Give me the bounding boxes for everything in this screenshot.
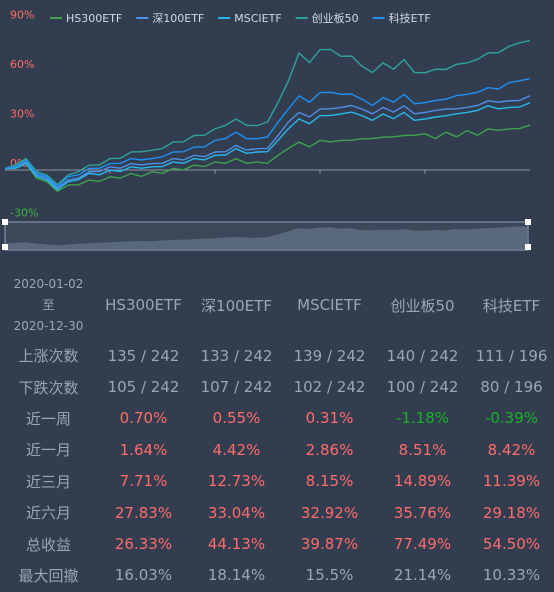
period-end: 2020-12-30 bbox=[13, 318, 84, 333]
stats-row: 上涨次数 135 / 242 133 / 242 139 / 242 140 / 242… bbox=[0, 340, 554, 371]
stat-value: 18.14% bbox=[207, 566, 266, 585]
zoom-handle-right-bottom[interactable] bbox=[525, 244, 531, 250]
stat-value: 15.5% bbox=[305, 566, 354, 585]
period-cell: 2020-01-02 至 2020-12-30 bbox=[0, 270, 97, 340]
y-axis-ticks: 90%60%30%0%-30% bbox=[10, 9, 38, 220]
period-start: 2020-01-02 bbox=[13, 276, 84, 291]
series-line bbox=[4, 124, 531, 193]
stat-value: 10.33% bbox=[482, 566, 541, 585]
y-tick-label: -30% bbox=[10, 207, 38, 220]
stat-value: 44.13% bbox=[207, 535, 266, 554]
stat-value: 21.14% bbox=[393, 566, 452, 585]
legend-item[interactable]: MSCIETF bbox=[218, 12, 282, 25]
row-label: 上涨次数 bbox=[18, 347, 79, 366]
stat-value: 135 / 242 bbox=[107, 346, 180, 365]
legend-label: MSCIETF bbox=[234, 12, 281, 25]
legend-item[interactable]: 科技ETF bbox=[372, 11, 431, 25]
chart-series-lines bbox=[4, 39, 531, 193]
stat-value: 8.42% bbox=[487, 440, 536, 459]
stat-value: 14.89% bbox=[393, 472, 452, 491]
row-label: 下跌次数 bbox=[18, 378, 79, 397]
stats-header-row: 2020-01-02 至 2020-12-30 HS300ETF 深100ETF… bbox=[0, 270, 554, 340]
stats-row: 总收益 26.33% 44.13% 39.87% 77.49% 54.50% bbox=[0, 528, 554, 559]
stat-value: 33.04% bbox=[207, 503, 266, 522]
stat-value: 26.33% bbox=[114, 535, 173, 554]
stat-value: 4.42% bbox=[212, 440, 261, 459]
legend-label: 深100ETF bbox=[152, 12, 204, 25]
stat-value: -0.39% bbox=[484, 409, 539, 428]
stat-value: -1.18% bbox=[395, 409, 450, 428]
stat-value: 0.55% bbox=[212, 409, 261, 428]
zoom-handle-left-top[interactable] bbox=[2, 219, 8, 225]
stat-value: 16.03% bbox=[114, 566, 173, 585]
column-header: MSCIETF bbox=[297, 296, 362, 314]
stat-value: 100 / 242 bbox=[386, 378, 459, 397]
row-label: 近一周 bbox=[25, 409, 71, 428]
column-header: 创业板50 bbox=[390, 296, 455, 315]
column-header: 科技ETF bbox=[482, 296, 541, 315]
stat-value: 80 / 196 bbox=[480, 378, 543, 397]
stat-value: 105 / 242 bbox=[107, 378, 180, 397]
stat-value: 35.76% bbox=[393, 503, 452, 522]
zoom-handle-left-bottom[interactable] bbox=[2, 244, 8, 250]
column-header: HS300ETF bbox=[105, 296, 182, 314]
stats-row: 近一周 0.70% 0.55% 0.31% -1.18% -0.39% bbox=[0, 403, 554, 434]
row-label: 近一月 bbox=[25, 441, 71, 460]
stat-value: 8.15% bbox=[305, 472, 354, 491]
stat-value: 54.50% bbox=[482, 535, 541, 554]
stat-value: 139 / 242 bbox=[293, 346, 366, 365]
stats-table: 2020-01-02 至 2020-12-30 HS300ETF 深100ETF… bbox=[0, 270, 554, 591]
stat-value: 11.39% bbox=[482, 472, 541, 491]
stat-value: 32.92% bbox=[300, 503, 359, 522]
stat-value: 0.31% bbox=[305, 409, 354, 428]
row-label: 最大回撤 bbox=[18, 566, 79, 585]
stat-value: 12.73% bbox=[207, 472, 266, 491]
stats-row: 下跌次数 105 / 242 107 / 242 102 / 242 100 / 242… bbox=[0, 371, 554, 402]
stat-value: 2.86% bbox=[305, 440, 354, 459]
zoom-slider[interactable] bbox=[2, 219, 531, 251]
zoom-handle-right-top[interactable] bbox=[525, 219, 531, 225]
series-line bbox=[4, 102, 531, 191]
stat-value: 39.87% bbox=[300, 535, 359, 554]
performance-line-chart: HS300ETF 深100ETF MSCIETF 创业板50 科技ETF 90% 60% 3… bbox=[2, 9, 531, 251]
stat-value: 77.49% bbox=[393, 535, 452, 554]
series-line bbox=[4, 39, 531, 186]
legend-item[interactable]: HS300ETF bbox=[50, 12, 122, 25]
stat-value: 102 / 242 bbox=[293, 378, 366, 397]
legend-item[interactable]: 创业板50 bbox=[295, 11, 359, 25]
row-label: 近三月 bbox=[25, 472, 71, 491]
chart-legend[interactable]: HS300ETF 深100ETF MSCIETF 创业板50 科技ETF bbox=[50, 11, 431, 25]
stats-row: 最大回撤 16.03% 18.14% 15.5% 21.14% 10.33% bbox=[0, 560, 554, 591]
stat-value: 1.64% bbox=[119, 440, 168, 459]
column-header: 深100ETF bbox=[201, 296, 272, 315]
stat-value: 0.70% bbox=[119, 409, 168, 428]
stats-row: 近一月 1.64% 4.42% 2.86% 8.51% 8.42% bbox=[0, 434, 554, 465]
stat-value: 29.18% bbox=[482, 503, 541, 522]
stat-value: 140 / 242 bbox=[386, 346, 459, 365]
legend-label: HS300ETF bbox=[66, 12, 122, 25]
stat-value: 27.83% bbox=[114, 503, 173, 522]
y-tick-label: 60% bbox=[10, 58, 34, 71]
stats-row: 近六月 27.83% 33.04% 32.92% 35.76% 29.18% bbox=[0, 497, 554, 528]
stat-value: 111 / 196 bbox=[475, 346, 548, 365]
y-tick-label: 30% bbox=[10, 108, 34, 121]
y-tick-label: 90% bbox=[10, 9, 34, 22]
series-line bbox=[4, 95, 531, 189]
stat-value: 107 / 242 bbox=[200, 378, 273, 397]
legend-item[interactable]: 深100ETF bbox=[136, 12, 204, 25]
legend-label: 科技ETF bbox=[389, 11, 431, 25]
period-separator: 至 bbox=[42, 297, 55, 312]
legend-label: 创业板50 bbox=[312, 11, 359, 25]
stat-value: 133 / 242 bbox=[200, 346, 273, 365]
row-label: 近六月 bbox=[25, 504, 71, 523]
stat-value: 8.51% bbox=[398, 440, 447, 459]
zoom-preview-area bbox=[5, 226, 528, 250]
stats-row: 近三月 7.71% 12.73% 8.15% 14.89% 11.39% bbox=[0, 466, 554, 497]
row-label: 总收益 bbox=[25, 535, 71, 554]
stat-value: 7.71% bbox=[119, 472, 168, 491]
series-line bbox=[4, 77, 531, 188]
